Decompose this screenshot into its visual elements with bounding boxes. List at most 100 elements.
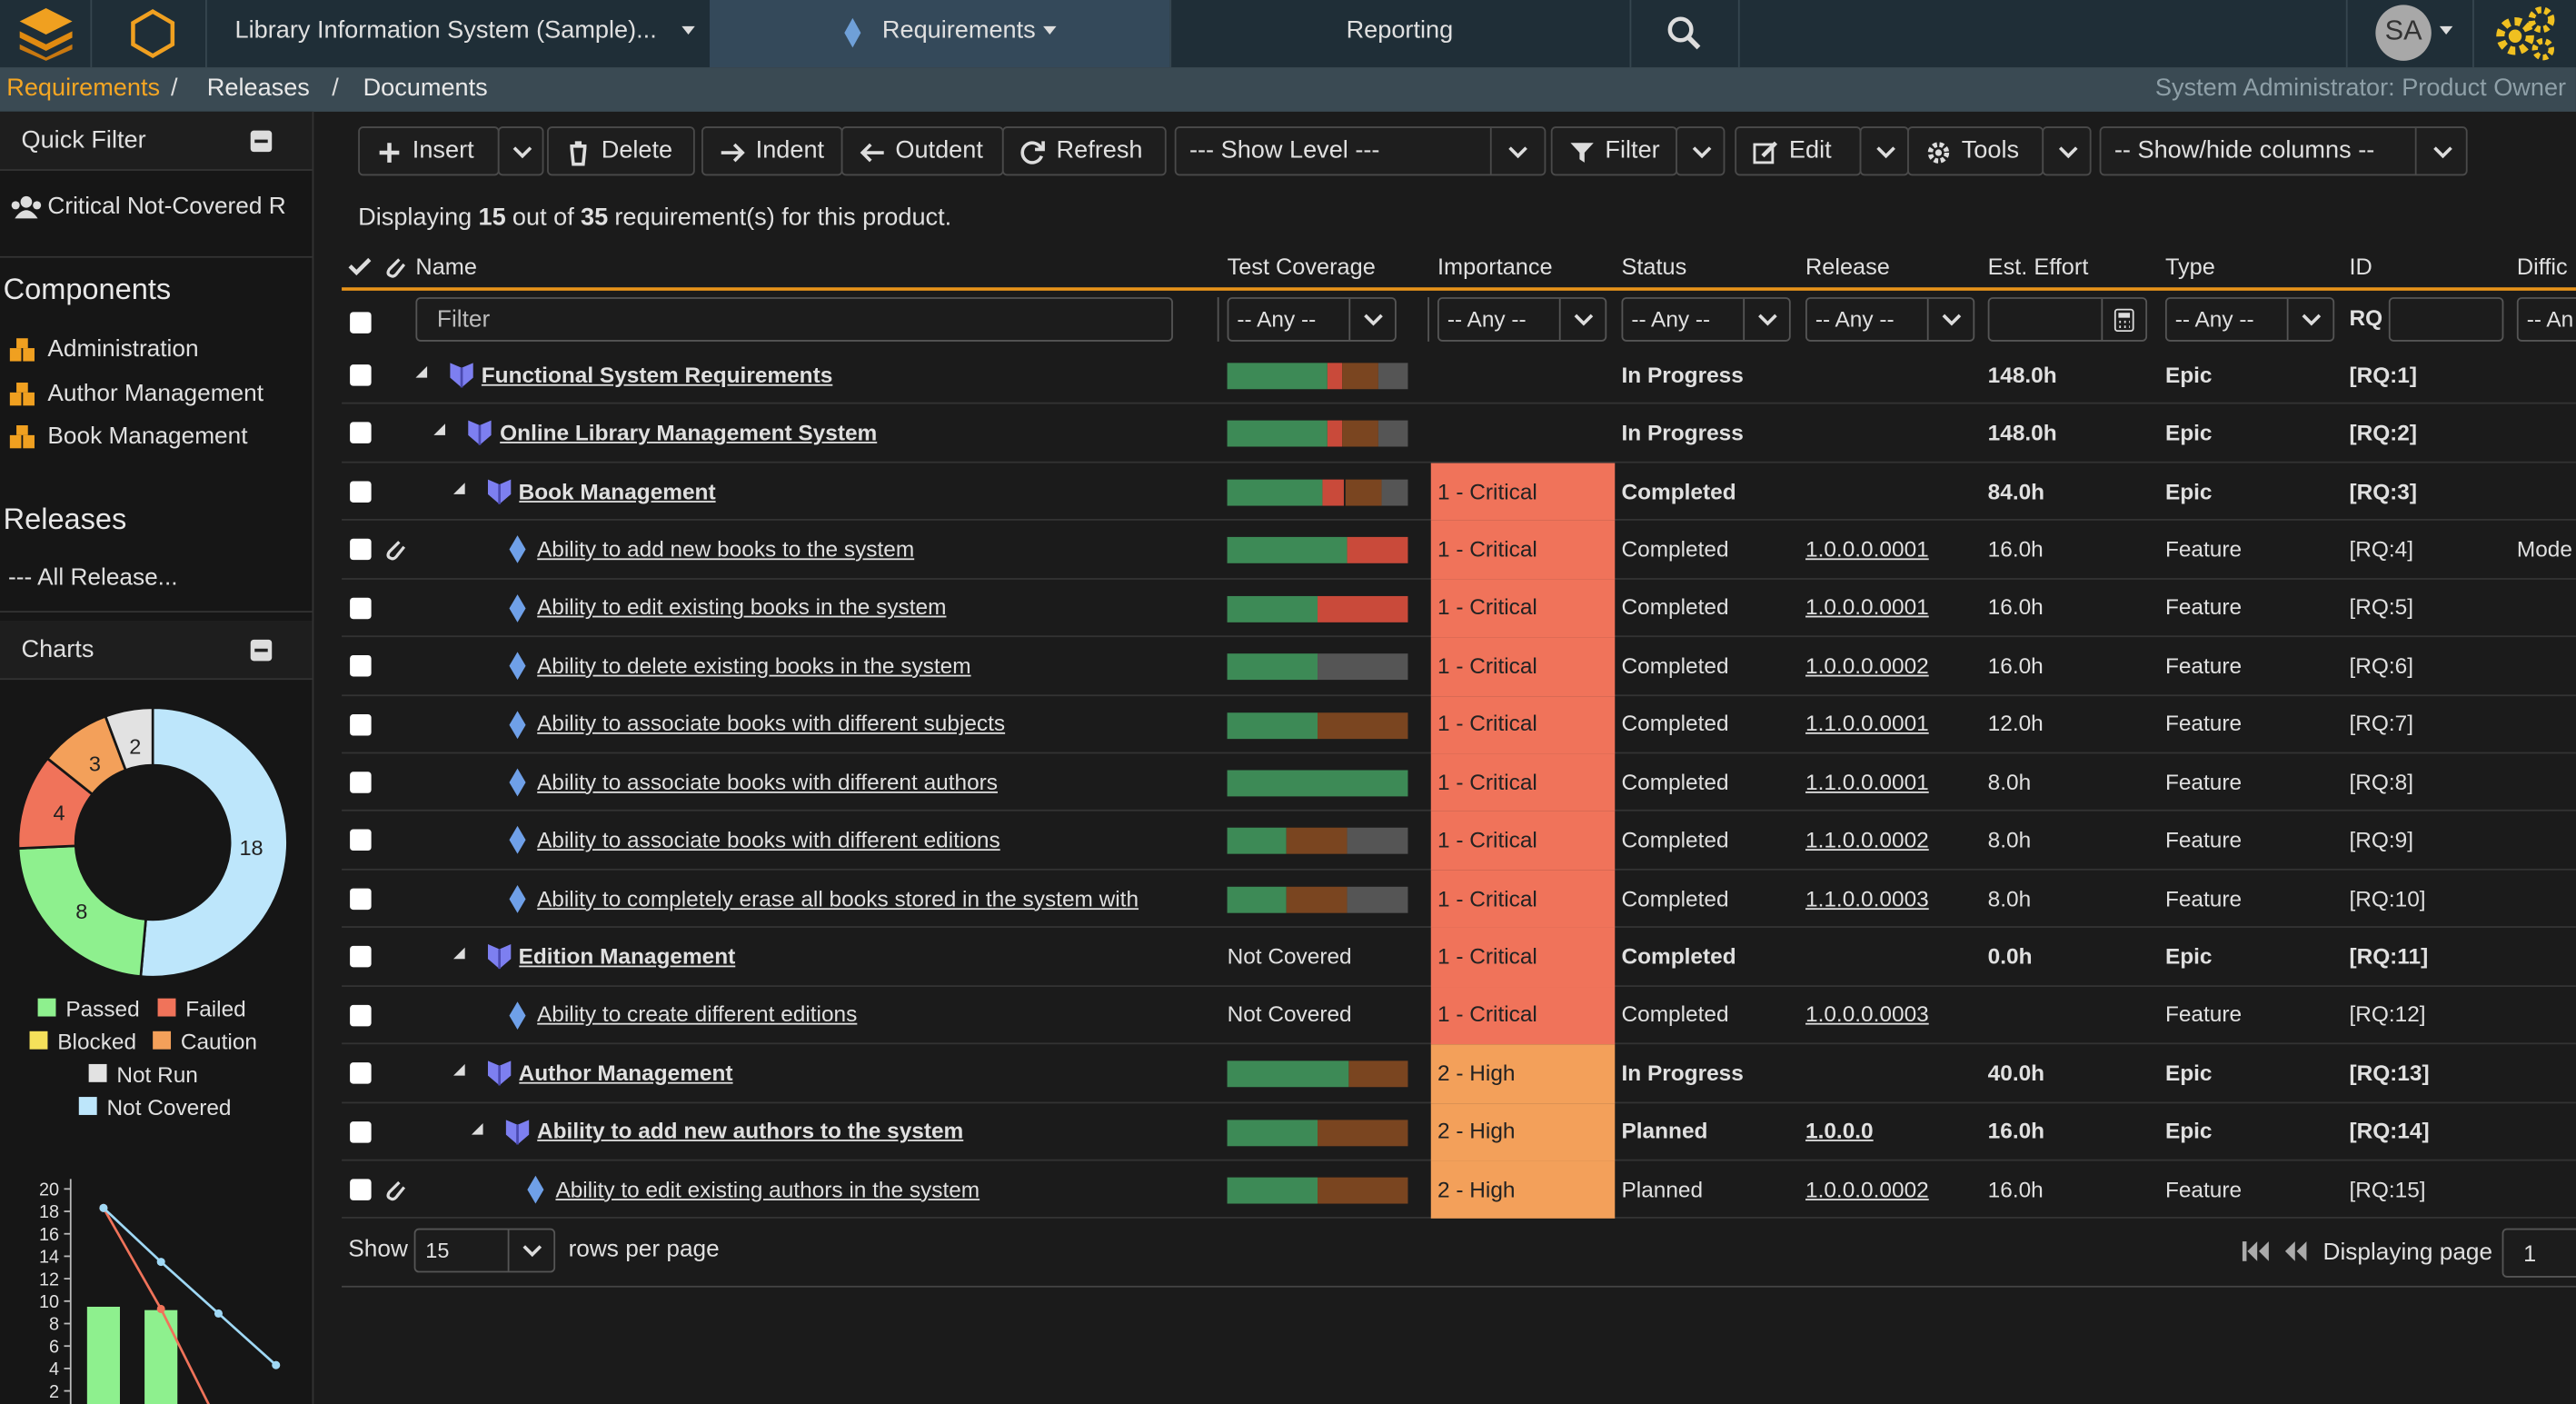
column-header[interactable]: Name (415, 250, 477, 283)
column-sep (1427, 297, 1429, 342)
checkbox[interactable] (350, 481, 372, 502)
toolbar-button[interactable]: Refresh (1002, 126, 1167, 175)
release-link[interactable]: 1.0.0.0.0001 (1805, 533, 1929, 566)
release-link[interactable]: 1.0.0.0.0001 (1805, 592, 1929, 624)
effort-filter[interactable] (1988, 297, 2147, 342)
checkbox[interactable] (350, 713, 372, 734)
dropdown-toggle[interactable] (2042, 126, 2091, 175)
coverage-segment (1228, 595, 1318, 622)
requirement-link[interactable]: Edition Management (519, 941, 1218, 973)
requirement-link[interactable]: Functional System Requirements (482, 359, 1218, 392)
coverage-segment (1345, 479, 1381, 505)
release-link[interactable]: 1.0.0.0.0003 (1805, 999, 1929, 1031)
column-header[interactable]: ID (2349, 250, 2372, 283)
toolbar-button[interactable]: Tools (1907, 126, 2044, 175)
column-header[interactable]: Importance (1437, 250, 1553, 283)
column-header[interactable]: Test Coverage (1228, 250, 1376, 283)
dropdown-toggle[interactable] (1676, 126, 1725, 175)
checkbox[interactable] (350, 597, 372, 618)
dropdown-toggle[interactable] (498, 126, 544, 175)
column-header[interactable]: Status (1621, 250, 1686, 283)
column-header[interactable]: Type (2165, 250, 2215, 283)
requirement-link[interactable]: Author Management (519, 1057, 1218, 1090)
requirement-link[interactable]: Ability to delete existing books in the … (537, 650, 1218, 682)
filter-select[interactable]: -- Any -- (1621, 297, 1790, 342)
first-page-icon[interactable] (2243, 1241, 2269, 1261)
check-all-icon[interactable] (348, 256, 371, 276)
column-header[interactable]: Diffic (2517, 250, 2568, 283)
toolbar-button[interactable]: Outdent (841, 126, 1004, 175)
requirement-link[interactable]: Ability to completely erase all books st… (537, 882, 1218, 915)
requirement-link[interactable]: Ability to add new books to the system (537, 533, 1218, 566)
checkbox[interactable] (350, 1179, 372, 1200)
settings-icon[interactable] (2492, 4, 2558, 63)
checkbox[interactable] (350, 423, 372, 443)
filter-select[interactable]: -- Any -- (2165, 297, 2334, 342)
release-link[interactable]: 1.1.0.0.0001 (1805, 766, 1929, 799)
page-input[interactable]: 1 (2502, 1229, 2576, 1278)
release-link[interactable]: 1.1.0.0.0003 (1805, 882, 1929, 915)
requirement-link[interactable]: Ability to associate books with differen… (537, 824, 1218, 857)
checkbox[interactable] (350, 830, 372, 851)
tab-label[interactable]: Reporting (1169, 15, 1629, 47)
checkbox[interactable] (350, 1120, 372, 1141)
requirement-link[interactable]: Ability to add new authors to the system (537, 1115, 1218, 1148)
importance: 1 - Critical (1437, 475, 1537, 508)
release-link[interactable]: 1.0.0.0.0002 (1805, 650, 1929, 682)
requirement-link[interactable]: Online Library Management System (500, 417, 1218, 450)
filter-select[interactable]: -- Any -- (1437, 297, 1606, 342)
header-underline (342, 287, 2576, 291)
requirement-link[interactable]: Ability to edit existing authors in the … (555, 1173, 1217, 1206)
difficulty: Mode (2517, 533, 2572, 566)
requirement-link[interactable]: Ability to associate books with differen… (537, 766, 1218, 799)
expand-arrow[interactable] (472, 1122, 484, 1135)
breadcrumb-link[interactable]: Documents (363, 73, 488, 105)
checkbox[interactable] (350, 772, 372, 792)
release-link[interactable]: 1.1.0.0.0001 (1805, 708, 1929, 741)
toolbar-button[interactable]: Filter (1551, 126, 1677, 175)
prev-page-icon[interactable] (2283, 1241, 2306, 1261)
filter-select[interactable]: -- Any -- (1228, 297, 1397, 342)
columns-select[interactable]: -- Show/hide columns -- (2100, 126, 2468, 175)
requirement-link[interactable]: Ability to edit existing books in the sy… (537, 592, 1218, 624)
checkbox[interactable] (350, 888, 372, 909)
expand-arrow[interactable] (453, 948, 465, 961)
checkbox[interactable] (350, 364, 372, 385)
difficulty-filter[interactable]: -- An (2517, 297, 2576, 342)
show-level-select[interactable]: --- Show Level --- (1175, 126, 1547, 175)
expand-arrow[interactable] (415, 366, 428, 379)
id-filter[interactable] (2389, 297, 2504, 342)
expand-arrow[interactable] (434, 424, 447, 437)
toolbar-button[interactable]: Delete (547, 126, 695, 175)
requirement-id: [RQ:14] (2349, 1115, 2429, 1148)
checkbox[interactable] (350, 312, 372, 333)
toolbar-button[interactable]: Edit (1735, 126, 1861, 175)
checkbox[interactable] (350, 655, 372, 676)
checkbox[interactable] (350, 946, 372, 967)
page-size-select[interactable]: 15 (414, 1229, 555, 1273)
checkbox[interactable] (350, 1062, 372, 1083)
requirement-link[interactable]: Ability to associate books with differen… (537, 708, 1218, 741)
release-link[interactable]: 1.1.0.0.0002 (1805, 824, 1929, 857)
filter-select[interactable]: -- Any -- (1805, 297, 1974, 342)
checkbox[interactable] (350, 539, 372, 560)
toolbar-button[interactable]: Indent (701, 126, 842, 175)
checkbox[interactable] (350, 1004, 372, 1025)
requirement-link[interactable]: Ability to create different editions (537, 999, 1218, 1031)
column-header[interactable]: Release (1805, 250, 1890, 283)
column-header[interactable]: Est. Effort (1988, 250, 2089, 283)
expand-arrow[interactable] (453, 1064, 465, 1077)
effort: 84.0h (1988, 475, 2044, 508)
name-filter[interactable]: Filter (415, 297, 1172, 342)
effort: 16.0h (1988, 650, 2044, 682)
requirement-link[interactable]: Book Management (519, 475, 1218, 508)
release-link[interactable]: 1.0.0.0.0002 (1805, 1173, 1929, 1206)
search-icon[interactable] (1666, 15, 1702, 51)
release-link[interactable]: 1.0.0.0 (1805, 1115, 1874, 1148)
feature-icon (526, 1174, 546, 1205)
toolbar-button[interactable]: Insert (358, 126, 499, 175)
expand-arrow[interactable] (453, 483, 465, 495)
dropdown-toggle[interactable] (1860, 126, 1909, 175)
legend-swatch (89, 1064, 107, 1082)
tab-requirements[interactable]: Requirements (710, 0, 1169, 67)
